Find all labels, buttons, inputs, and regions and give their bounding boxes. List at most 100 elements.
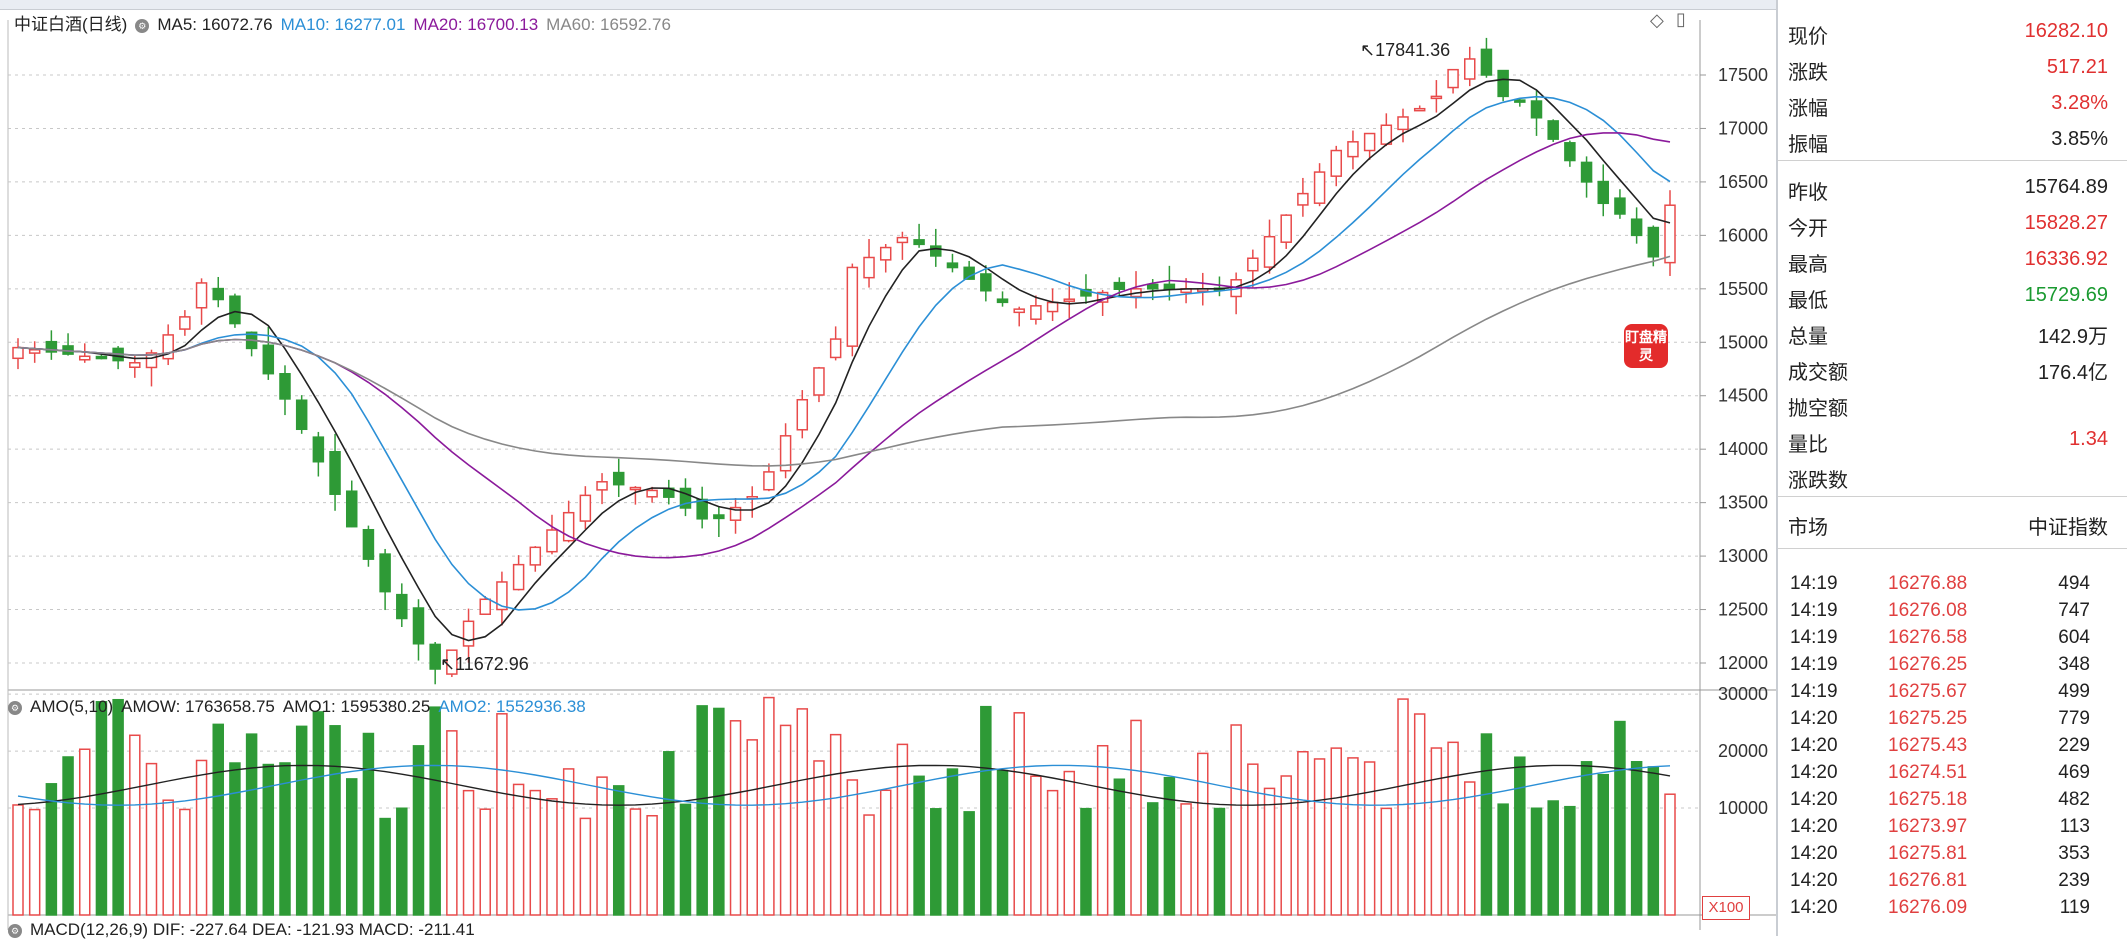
candle-body xyxy=(1397,116,1409,131)
volume-bar xyxy=(212,723,224,916)
tick-price: 16276.25 xyxy=(1888,654,1968,675)
quote-value: 16282.10 xyxy=(2024,20,2108,42)
volume-bar xyxy=(562,768,575,916)
volume-bar xyxy=(1413,713,1426,916)
candle-body xyxy=(562,511,575,542)
quote-value: 16336.92 xyxy=(2024,248,2108,270)
quote-value: 15764.89 xyxy=(2024,176,2108,198)
volume-bar xyxy=(596,776,608,916)
volume-bar xyxy=(1514,756,1526,916)
price-axis-label: 12000 xyxy=(1718,653,1768,673)
tick-price: 16276.81 xyxy=(1888,870,1968,891)
candle-body xyxy=(1430,95,1443,100)
market-row: 市场 中证指数 xyxy=(1778,505,2118,541)
volume-bar xyxy=(1380,807,1393,916)
logo-icon[interactable]: 盯盘精灵 xyxy=(1624,324,1668,368)
volume-bar xyxy=(162,799,174,916)
volume-bar xyxy=(930,808,942,916)
candle-body xyxy=(145,352,158,369)
volume-bar xyxy=(1297,751,1309,916)
candle-body xyxy=(713,514,725,520)
volume-bar xyxy=(796,708,809,916)
candle-body xyxy=(1030,305,1042,320)
tick-price: 16276.88 xyxy=(1888,573,1968,594)
quote-label: 最高 xyxy=(1788,254,1828,276)
tick-row: 14:20 16275.18 482 xyxy=(1778,787,2118,814)
candle-body xyxy=(1080,288,1092,297)
tick-price: 16275.25 xyxy=(1888,708,1968,729)
volume-bar xyxy=(1146,802,1159,916)
volume-bar xyxy=(78,748,91,916)
tick-time: 14:20 xyxy=(1790,789,1838,810)
volume-bar xyxy=(179,808,191,916)
low-price-label: ↖11672.96 xyxy=(440,654,529,674)
tick-time: 14:19 xyxy=(1790,654,1838,675)
tick-volume: 353 xyxy=(2058,843,2090,864)
volume-bar xyxy=(1330,747,1343,916)
candle-body xyxy=(212,287,224,301)
vol-settings-icon[interactable]: ⚙ xyxy=(8,700,22,715)
volume-bar xyxy=(1063,770,1076,916)
quote-value: 15828.27 xyxy=(2024,212,2108,234)
volume-bar xyxy=(996,769,1009,916)
quote-label: 昨收 xyxy=(1788,182,1828,204)
tick-price: 16273.97 xyxy=(1888,816,1968,837)
price-axis-label: 14000 xyxy=(1718,439,1768,459)
diamond-icon[interactable]: ◇ xyxy=(1650,10,1664,30)
quote-value: 142.9万 xyxy=(2037,326,2108,348)
price-axis-label: 13500 xyxy=(1718,493,1768,513)
candle-body xyxy=(1630,218,1643,237)
volume-bar xyxy=(1013,712,1025,916)
market-label: 市场 xyxy=(1788,517,1828,539)
quote-row: 现价 16282.10 xyxy=(1778,14,2118,50)
candle-body xyxy=(129,362,141,369)
volume-bar xyxy=(1130,719,1142,916)
volume-bar xyxy=(1080,807,1092,916)
volume-bar xyxy=(980,705,992,916)
quote-row: 涨跌 517.21 xyxy=(1778,50,2118,86)
volume-bar xyxy=(479,808,491,916)
quote-label: 总量 xyxy=(1788,326,1828,348)
candle-body xyxy=(996,298,1009,304)
candle-body xyxy=(813,367,825,396)
candle-body xyxy=(1530,100,1543,119)
quote-label: 最低 xyxy=(1788,290,1828,312)
tick-volume: 229 xyxy=(2058,735,2090,756)
volume-bar xyxy=(612,785,625,916)
tick-row: 14:20 16276.09 119 xyxy=(1778,895,2118,922)
macd-settings-icon[interactable]: ⚙ xyxy=(8,923,22,938)
tick-price: 16275.67 xyxy=(1888,681,1968,702)
tick-price: 16275.81 xyxy=(1888,843,1968,864)
tick-volume: 494 xyxy=(2058,573,2090,594)
window-icon[interactable]: ▯ xyxy=(1676,9,1686,29)
candle-body xyxy=(1280,214,1292,243)
candle-body xyxy=(45,340,58,353)
candle-body xyxy=(462,620,475,647)
volume-bar xyxy=(1247,763,1259,916)
tick-volume: 779 xyxy=(2058,708,2090,729)
volume-bar xyxy=(429,706,441,916)
volume-bar xyxy=(1313,758,1326,916)
candle-body xyxy=(1113,281,1126,290)
candle-body xyxy=(1263,235,1276,268)
candle-body xyxy=(1547,120,1559,140)
high-low-annotations: ↖17841.36 ↖11672.96 xyxy=(440,40,1450,674)
quote-label: 涨幅 xyxy=(1788,98,1828,120)
volume-bar xyxy=(546,798,558,916)
candle-body xyxy=(1647,226,1660,258)
settings-icon[interactable]: ⚙ xyxy=(135,18,150,33)
volume-bar xyxy=(1497,803,1509,916)
quote-row: 成交额 176.4亿 xyxy=(1778,350,2118,386)
candle-body xyxy=(796,398,809,431)
kline-chart[interactable]: 17500 17000 16500 16000 15500 15000 14500 14000… xyxy=(0,0,1776,936)
volume-axis-label: 30000 xyxy=(1718,684,1768,704)
volume-bar xyxy=(362,732,375,916)
candle-body xyxy=(396,593,408,620)
quote-label: 抛空额 xyxy=(1788,398,1848,420)
candle-body xyxy=(1447,68,1459,89)
candle-body xyxy=(1330,149,1343,177)
volume-bar xyxy=(412,745,425,916)
tick-row: 14:19 16276.08 747 xyxy=(1778,598,2118,625)
candle-body xyxy=(162,334,174,360)
candle-body xyxy=(1514,99,1526,103)
